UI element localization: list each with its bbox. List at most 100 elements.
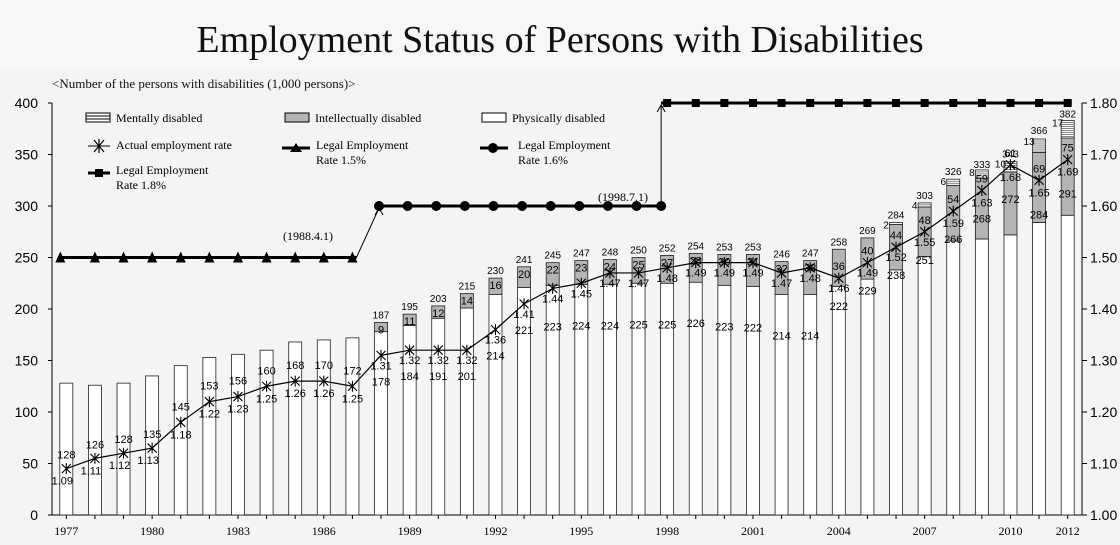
bar-physical: [917, 256, 932, 516]
physical-label: 222: [830, 301, 848, 313]
total-label: 303: [916, 191, 933, 202]
annotation-1998: (1998.7.1): [598, 190, 648, 204]
x-tick-label: 2010: [998, 524, 1022, 538]
legal-15-marker: [55, 251, 66, 263]
physical-label: 128: [57, 450, 75, 462]
legend-legal18: Legal Employment Rate 1.8%: [88, 163, 209, 192]
bar-physical: [946, 240, 961, 516]
legend-rate: Actual employment rate: [88, 138, 232, 153]
rate-label: 1.23: [227, 404, 248, 416]
legend-physical: Physically disabled: [481, 111, 605, 125]
legal-16-marker: [517, 201, 528, 211]
intellectual-label: 22: [547, 265, 559, 277]
bar-mental: [1060, 120, 1075, 139]
bars: [59, 120, 1075, 516]
physical-label: 266: [944, 234, 962, 246]
physical-label: 168: [286, 360, 304, 372]
legal-16-marker: [545, 201, 556, 211]
bar-physical: [1060, 214, 1075, 516]
total-label: 247: [802, 249, 819, 260]
rate-label: 1.52: [885, 252, 906, 264]
x-tick-label: 1983: [226, 524, 250, 538]
legal-18-marker: [834, 99, 843, 107]
total-label: 245: [544, 251, 561, 262]
legal-18-marker: [748, 99, 757, 107]
y-right-tick-label: 1.20: [1090, 404, 1117, 420]
mental-label: 13: [1024, 137, 1036, 148]
legend-legal18-line1: Legal Employment: [116, 163, 209, 177]
x-tick-label: 1986: [312, 524, 336, 538]
y-right-tick-label: 1.80: [1090, 95, 1117, 111]
rate-label: 1.69: [1057, 167, 1078, 179]
rate-point: [948, 205, 959, 217]
total-label: 343: [1002, 150, 1019, 161]
rate-point: [805, 262, 816, 274]
bar-physical: [59, 382, 74, 516]
bar-physical: [803, 294, 818, 516]
legend-rate-label: Actual employment rate: [116, 138, 232, 152]
physical-label: 226: [687, 318, 705, 330]
legal-18-marker: [691, 99, 700, 107]
physical-label: 214: [801, 331, 819, 343]
legal-18-marker: [863, 99, 872, 107]
physical-label: 225: [629, 319, 647, 331]
legal-15-marker: [232, 251, 243, 263]
x-tick-label: 1977: [54, 524, 78, 538]
intellectual-label: 9: [378, 324, 384, 336]
legal-15-marker: [347, 251, 358, 263]
y-left-tick-label: 150: [15, 353, 39, 369]
mental-label: 2: [883, 220, 889, 231]
bar-physical: [889, 269, 903, 516]
intellectual-label: 23: [575, 263, 587, 275]
total-label: 203: [430, 294, 447, 305]
rate-label: 1.26: [284, 388, 305, 400]
physical-label: 201: [458, 371, 476, 383]
bar-physical: [259, 349, 274, 516]
physical-label: 178: [372, 376, 390, 388]
rate-point: [1062, 154, 1073, 166]
bar-intellectual: [374, 321, 388, 333]
rate-label: 1.32: [399, 355, 420, 367]
rate-label: 1.47: [771, 278, 792, 290]
bar-intellectual: [402, 313, 417, 326]
intellectual-label: 30: [718, 256, 730, 268]
rate-label: 1.48: [799, 273, 820, 285]
legal-18-marker: [663, 99, 672, 107]
y-left-tick-label: 300: [15, 198, 39, 214]
rate-point: [690, 257, 701, 269]
total-label: 284: [888, 210, 905, 221]
physical-label: 272: [1001, 194, 1019, 206]
physical-label: 223: [715, 321, 733, 333]
intellectual-label: 69: [1033, 163, 1045, 175]
x-tick-label: 2001: [741, 524, 765, 538]
legal-16-marker: [374, 201, 385, 211]
total-label: 250: [630, 246, 647, 257]
total-label: 195: [401, 302, 418, 313]
bar-physical: [688, 281, 703, 516]
rate-label: 1.49: [714, 268, 735, 280]
rate-label: 1.59: [943, 218, 964, 230]
legal-18-marker: [949, 99, 958, 107]
rate-point: [1005, 159, 1016, 171]
intellectual-label: 11: [404, 316, 415, 328]
legal-18-marker: [920, 99, 929, 107]
bar-intellectual: [431, 305, 446, 319]
bar-physical: [202, 357, 217, 516]
intellectual-label: 32: [775, 264, 787, 276]
rate-label: 1.12: [109, 460, 130, 472]
rate-label: 1.48: [656, 273, 677, 285]
y-right-tick-label: 1.30: [1090, 353, 1117, 369]
rate-label: 1.49: [742, 268, 763, 280]
legal-16-marker: [488, 201, 499, 211]
physical-label: 221: [515, 325, 533, 337]
bar-physical: [660, 282, 675, 516]
physical-label: 153: [200, 381, 218, 393]
x-tick-label: 1980: [140, 524, 164, 538]
intellectual-label: 20: [518, 269, 530, 281]
legal-lines: [55, 99, 1072, 263]
rate-point: [404, 344, 415, 356]
rate-label: 1.47: [628, 278, 649, 290]
physical-label: 229: [858, 286, 876, 298]
axes: 0 50 100 150 200 250 300 350 400 1.00 1.10 1.20 1.30…: [15, 95, 1118, 538]
